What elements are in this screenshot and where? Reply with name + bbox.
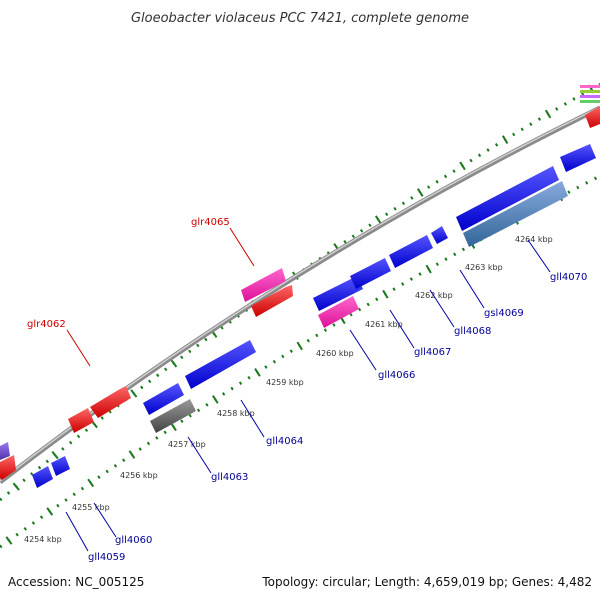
scale-tick-label: 4258 kbp xyxy=(217,409,255,418)
scale-tick-label: 4256 kbp xyxy=(120,471,158,480)
gene-label: gll4064 xyxy=(266,436,303,447)
genome-backbone xyxy=(0,105,600,484)
gene-arrow xyxy=(350,258,391,289)
leader-line xyxy=(429,289,455,328)
gene-arrow xyxy=(251,285,293,317)
gene-label: gll4066 xyxy=(378,370,415,381)
gene-arrow xyxy=(318,296,359,328)
gene-arrow xyxy=(560,144,596,172)
gene-label: gll4063 xyxy=(211,472,248,483)
gene-arrow xyxy=(389,235,433,268)
scale-tick-label: 4259 kbp xyxy=(266,378,304,387)
feature-cluster-top-right xyxy=(580,85,600,128)
leader-line xyxy=(240,399,265,438)
gene-label: glr4065 xyxy=(191,217,230,228)
gene-arrow xyxy=(150,399,196,433)
accession-text: Accession: NC_005125 xyxy=(8,575,144,589)
gene-arrow xyxy=(90,386,131,418)
gene-arrow xyxy=(456,166,559,231)
leader-line xyxy=(527,239,551,273)
gene-label: gll4067 xyxy=(414,347,451,358)
reverse-strand-genes xyxy=(32,144,596,488)
genome-backbone-highlight xyxy=(0,106,600,482)
gene-label: gll4068 xyxy=(454,326,491,337)
inner-dotted-ring xyxy=(0,174,600,549)
leader-line xyxy=(389,309,415,349)
gene-arrow xyxy=(143,383,184,415)
forward-strand-genes xyxy=(0,268,359,480)
gene-arrow xyxy=(0,455,16,480)
scale-tick-label: 4254 kbp xyxy=(24,535,62,544)
scale-tick-label: 4255 kbp xyxy=(72,503,110,512)
gene-arrow xyxy=(32,466,53,488)
scale-tick-label: 4263 kbp xyxy=(465,263,503,272)
gene-arrow xyxy=(241,268,286,302)
scale-tick-label: 4261 kbp xyxy=(365,320,403,329)
leader-line xyxy=(349,329,377,371)
gene-label: gll4070 xyxy=(550,272,587,283)
map-title: Gloeobacter violaceus PCC 7421, complete… xyxy=(131,11,469,26)
gene-arrow xyxy=(313,276,363,311)
scale-tick-label: 4264 kbp xyxy=(515,235,553,244)
leader-line xyxy=(66,329,91,367)
gene-arrow xyxy=(431,226,448,244)
leader-line xyxy=(187,436,212,474)
gene-arrow xyxy=(463,181,568,247)
topology-text: Topology: circular; Length: 4,659,019 bp… xyxy=(261,575,592,589)
inner-ring-major-ticks xyxy=(0,171,600,551)
scale-tick-label: 4260 kbp xyxy=(316,349,354,358)
gene-arrow xyxy=(68,408,94,433)
leader-line xyxy=(229,227,255,267)
label-leader-lines xyxy=(65,227,551,552)
gene-label: gsl4069 xyxy=(484,308,524,319)
leader-line xyxy=(93,502,117,538)
gene-arrow xyxy=(185,340,256,389)
gene-arrow xyxy=(0,442,10,460)
leader-line xyxy=(459,269,485,309)
gene-label: glr4062 xyxy=(27,319,66,330)
gene-arrow xyxy=(51,456,70,476)
leader-line xyxy=(65,511,89,552)
gene-labels: glr4062 glr4065 gll4059 gll4060 gll4063 … xyxy=(27,217,587,563)
scale-tick-label: 4257 kbp xyxy=(168,440,206,449)
gene-label: gll4060 xyxy=(115,535,152,546)
gene-label: gll4059 xyxy=(88,552,125,563)
